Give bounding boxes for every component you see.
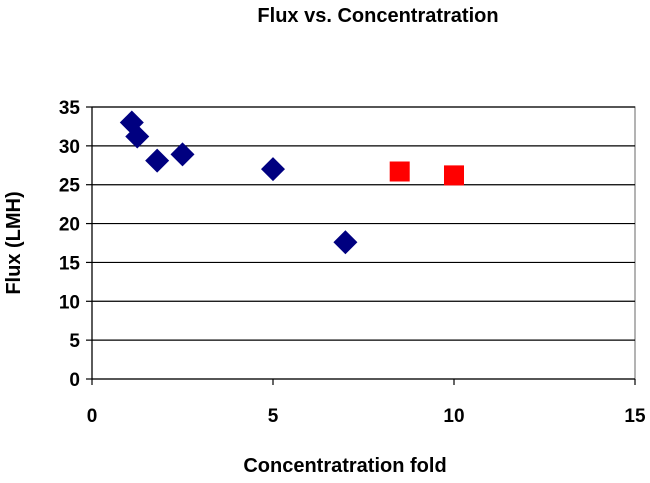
y-tick-label-1: 5 [69, 331, 80, 352]
y-tick-label-5: 25 [59, 176, 81, 197]
y-axis-label: Flux (LMH) [3, 191, 25, 294]
y-tick-label-7: 35 [59, 98, 81, 119]
point-s0-5 [333, 230, 358, 255]
x-tick-label-0: 0 [87, 406, 98, 427]
y-tick-label-0: 0 [69, 370, 80, 391]
x-tick-label-3: 15 [624, 406, 646, 427]
x-tick-label-1: 5 [268, 406, 279, 427]
point-s0-1 [125, 124, 150, 149]
y-axis-ticks: 0 5 10 15 20 25 30 35 [59, 98, 93, 391]
point-s0-4 [261, 157, 285, 182]
point-s0-0 [119, 110, 144, 135]
x-axis-ticks: 0 5 10 15 [87, 378, 646, 427]
y-tick-label-4: 20 [59, 215, 80, 236]
point-s0-3 [170, 142, 195, 167]
x-tick-label-2: 10 [443, 406, 464, 427]
point-s1-0 [389, 161, 410, 182]
data-points [119, 110, 464, 255]
y-tick-label-6: 30 [59, 137, 80, 158]
y-tick-label-2: 10 [59, 292, 80, 313]
point-s0-2 [145, 148, 170, 173]
plot-area [91, 106, 636, 380]
y-tick-label-3: 15 [59, 253, 81, 274]
x-axis-label: Concentratration fold [243, 455, 446, 477]
chart-title: Flux vs. Concentratration [257, 5, 498, 27]
point-s1-1 [444, 165, 464, 186]
